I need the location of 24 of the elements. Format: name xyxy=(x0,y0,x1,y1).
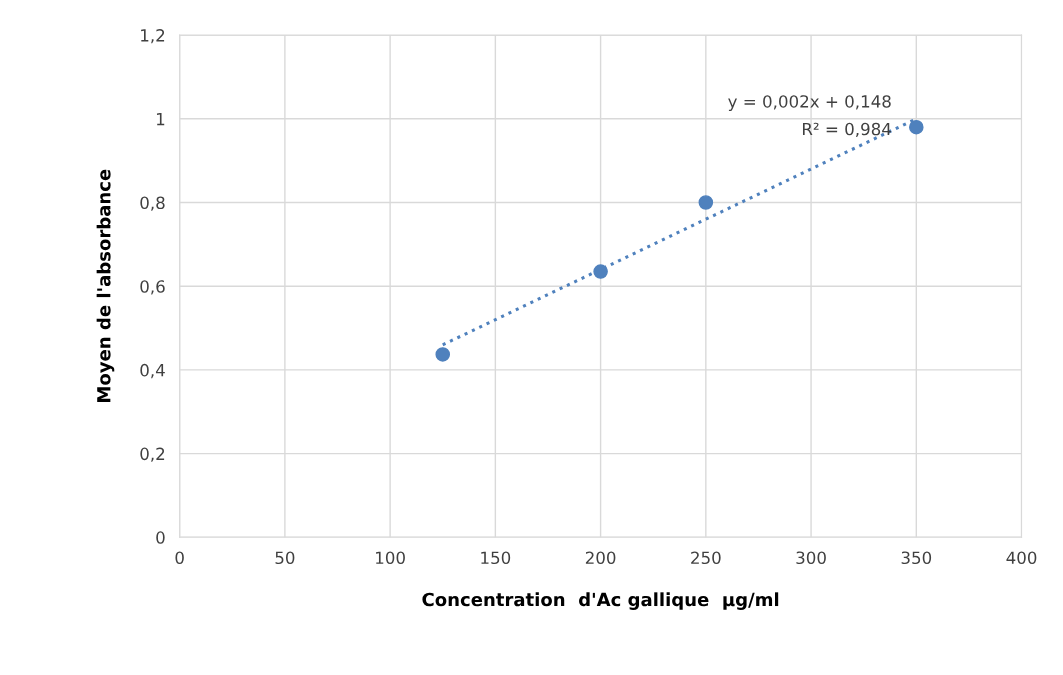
point xyxy=(435,347,451,362)
x-tick-label: 350 xyxy=(901,551,932,565)
x-tick-label: 300 xyxy=(796,551,826,565)
annotation: R² = 0,984 xyxy=(802,122,891,138)
y-axis-title: Moyen de l'absorbance xyxy=(96,169,115,402)
y-tick-label: 0 xyxy=(156,531,165,544)
annotation: y = 0,002x + 0,148 xyxy=(728,95,891,111)
point xyxy=(698,195,714,210)
x-tick-label: 50 xyxy=(275,551,295,565)
x-tick-label: 200 xyxy=(585,551,616,565)
x-tick-label: 250 xyxy=(691,551,721,565)
point xyxy=(909,119,924,135)
x-tick-label: 100 xyxy=(376,551,405,565)
y-tick-label: 1,2 xyxy=(141,29,165,44)
y-tick-label: 0,6 xyxy=(140,280,165,295)
point xyxy=(593,264,608,279)
x-tick-label: 0 xyxy=(175,551,184,565)
x-tick-label: 400 xyxy=(1006,551,1037,565)
y-tick-label: 0,8 xyxy=(140,196,165,211)
y-tick-label: 0,2 xyxy=(140,447,165,462)
y-tick-label: 1 xyxy=(156,112,165,126)
x-tick-label: 150 xyxy=(481,551,511,565)
y-tick-label: 0,4 xyxy=(140,363,165,379)
x-axis-title: Concentration d'Ac gallique µg/ml xyxy=(422,592,779,610)
